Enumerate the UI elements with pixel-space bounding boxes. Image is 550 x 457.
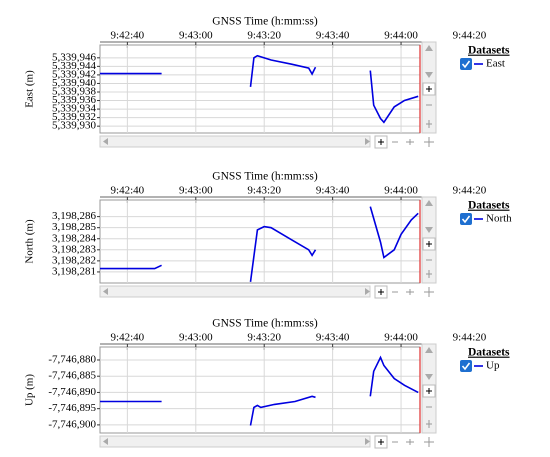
- scroll-down[interactable]: [425, 227, 433, 233]
- legend-checkbox[interactable]: [460, 213, 472, 225]
- h-scrollbar[interactable]: [99, 435, 371, 448]
- x-axis-title: GNSS Time (h:mm:ss): [212, 171, 318, 183]
- scroll-left[interactable]: [103, 438, 108, 445]
- fit-x-icon: [406, 289, 414, 295]
- scroll-down[interactable]: [425, 374, 433, 380]
- scroll-left[interactable]: [103, 288, 108, 295]
- x-tick-label: 9:43:40: [316, 185, 350, 197]
- x-axis-title: GNSS Time (h:mm:ss): [212, 16, 318, 28]
- y-axis-title: East (m): [24, 70, 36, 108]
- scroll-right[interactable]: [365, 138, 370, 145]
- legend-checkbox[interactable]: [460, 58, 472, 70]
- legend-title: Datasets: [468, 45, 510, 57]
- scroll-up[interactable]: [425, 347, 433, 353]
- legend-label: Up: [486, 360, 500, 372]
- data-line: [100, 355, 419, 426]
- legend-label: North: [486, 213, 512, 225]
- legend-checkbox[interactable]: [460, 360, 472, 372]
- y-tick-label: -7,746,885: [48, 370, 96, 382]
- y-tick-label: 3,198,286: [52, 210, 97, 222]
- legend-label: East: [486, 58, 505, 70]
- x-tick-label: 9:43:20: [247, 332, 281, 344]
- zoom-in-x-icon: [378, 289, 384, 295]
- fit-x-icon: [406, 139, 414, 145]
- plot-area: [99, 346, 421, 434]
- zoom-in-y-icon: [426, 388, 432, 394]
- zoom-in-y-icon: [426, 86, 432, 92]
- h-scrollbar[interactable]: [99, 135, 371, 148]
- fit-y-icon: [426, 420, 432, 428]
- data-line: [100, 206, 419, 283]
- x-tick-label: 9:43:20: [247, 30, 281, 42]
- x-tick-label: 9:42:40: [111, 332, 145, 344]
- x-tick-label: 9:44:00: [384, 30, 418, 42]
- y-axis-title: Up (m): [24, 374, 36, 406]
- scroll-up[interactable]: [425, 45, 433, 51]
- y-tick-label: 5,339,932: [52, 111, 96, 123]
- fit-y-icon: [426, 120, 432, 128]
- y-tick-label: -7,746,890: [48, 386, 96, 398]
- x-tick-label: 9:43:40: [316, 332, 350, 344]
- y-axis-title: North (m): [24, 219, 36, 264]
- y-tick-label: 5,339,934: [52, 103, 97, 115]
- scroll-up[interactable]: [425, 200, 433, 206]
- x-tick-label: 9:43:40: [316, 30, 350, 42]
- y-tick-label: 3,198,283: [52, 243, 97, 255]
- y-tick-label: -7,746,900: [48, 418, 96, 430]
- h-scrollbar[interactable]: [99, 285, 371, 298]
- y-tick-label: 5,339,944: [52, 60, 97, 72]
- x-tick-label: 9:44:20: [453, 30, 487, 42]
- x-tick-label: 9:42:40: [111, 30, 145, 42]
- y-tick-label: 5,339,940: [52, 77, 97, 89]
- y-tick-label: 3,198,282: [52, 254, 96, 266]
- legend-check: [461, 362, 471, 371]
- legend-title: Datasets: [468, 200, 510, 212]
- x-tick-label: 9:44:20: [453, 185, 487, 197]
- y-tick-label: 5,339,930: [52, 120, 97, 132]
- fit-y-icon: [426, 270, 432, 278]
- legend-check: [461, 215, 471, 224]
- y-tick-label: 5,339,936: [52, 94, 97, 106]
- fit-x-icon: [406, 439, 414, 445]
- scroll-left[interactable]: [103, 138, 108, 145]
- legend-check: [461, 60, 471, 69]
- legend-title: Datasets: [468, 347, 510, 359]
- zoom-in-y-icon: [426, 241, 432, 247]
- y-tick-label: 5,339,946: [52, 51, 97, 63]
- x-tick-label: 9:43:20: [247, 185, 281, 197]
- y-tick-label: 3,198,281: [52, 265, 96, 277]
- scroll-down[interactable]: [425, 72, 433, 78]
- reset-icon: [424, 437, 434, 447]
- x-axis-title: GNSS Time (h:mm:ss): [212, 318, 318, 330]
- zoom-in-x-icon: [378, 439, 384, 445]
- x-tick-label: 9:44:20: [453, 332, 487, 344]
- x-tick-label: 9:44:00: [384, 332, 418, 344]
- x-tick-label: 9:43:00: [179, 30, 213, 42]
- x-tick-label: 9:44:00: [384, 185, 418, 197]
- y-tick-label: 3,198,284: [52, 232, 97, 244]
- plot-area: [99, 44, 421, 134]
- y-tick-label: 5,339,942: [52, 68, 96, 80]
- y-tick-label: 3,198,285: [52, 221, 97, 233]
- y-tick-label: 5,339,938: [52, 86, 97, 98]
- y-tick-label: -7,746,895: [48, 402, 96, 414]
- zoom-in-x-icon: [378, 139, 384, 145]
- reset-icon: [424, 287, 434, 297]
- x-tick-label: 9:42:40: [111, 185, 145, 197]
- x-tick-label: 9:43:00: [179, 185, 213, 197]
- data-line: [100, 54, 419, 124]
- scroll-right[interactable]: [365, 438, 370, 445]
- scroll-right[interactable]: [365, 288, 370, 295]
- x-tick-label: 9:43:00: [179, 332, 213, 344]
- y-tick-label: -7,746,880: [48, 354, 96, 366]
- reset-icon: [424, 137, 434, 147]
